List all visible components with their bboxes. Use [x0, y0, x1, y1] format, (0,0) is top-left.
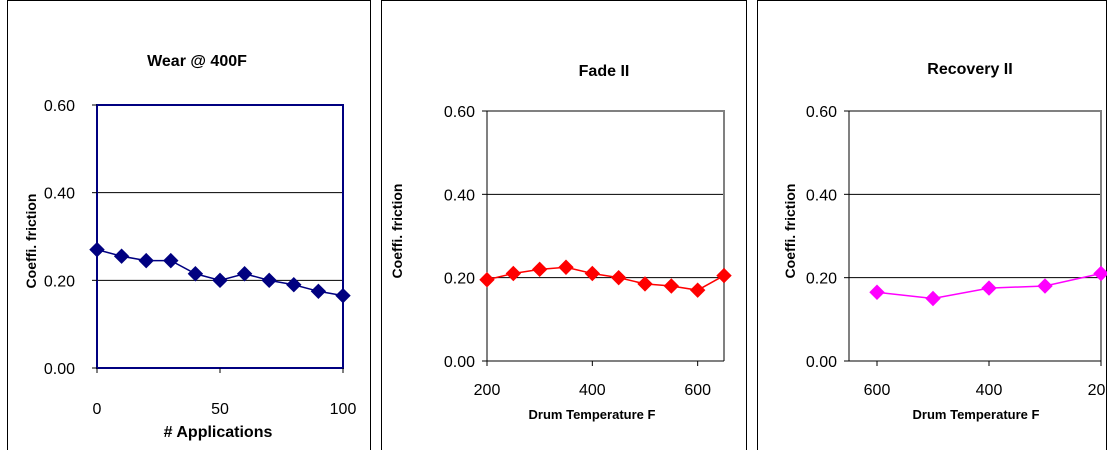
data-point-marker [1093, 265, 1107, 282]
chart-fade: Fade II Coeffi. friction Drum Temperatur… [389, 63, 732, 422]
chart-panel-wear: Wear @ 400F Coeffi. friction # Applicati… [7, 0, 371, 450]
data-point-marker [584, 265, 601, 282]
y-tick-label: 0.20 [44, 273, 75, 290]
chart-title: Fade II [579, 63, 630, 80]
data-point-marker [558, 259, 574, 275]
data-point-marker [163, 252, 179, 269]
y-tick-label: 0.20 [806, 271, 837, 288]
data-point-marker [138, 252, 154, 269]
data-point-marker [479, 272, 495, 288]
data-point-marker [663, 278, 680, 294]
x-tick-label: 400 [976, 382, 1003, 399]
chart-title: Recovery II [927, 61, 1012, 78]
x-tick-label: 400 [579, 382, 606, 399]
data-point-marker [261, 272, 277, 289]
y-tick-label: 0.60 [806, 104, 837, 121]
y-tick-label: 0.00 [444, 354, 475, 371]
plot-frame [849, 110, 1102, 361]
data-point-marker [531, 261, 548, 278]
data-point-marker [335, 287, 351, 304]
chart-panel-fade: Fade II Coeffi. friction Drum Temperatur… [381, 0, 747, 450]
y-tick-label: 0.40 [806, 187, 837, 204]
x-tick-label: 600 [684, 382, 711, 399]
y-tick-label: 0.00 [44, 361, 75, 378]
data-point-marker [310, 283, 327, 299]
y-tick-label: 0.40 [444, 187, 475, 204]
data-point-marker [236, 266, 253, 282]
x-tick-label: 100 [330, 401, 357, 418]
y-tick-label: 0.00 [806, 354, 837, 371]
x-tick-label: 600 [864, 382, 891, 399]
x-axis-label: # Applications [164, 424, 273, 441]
data-point-marker [187, 266, 204, 282]
data-point-marker [286, 277, 302, 293]
plot-frame [96, 104, 344, 369]
data-point-marker [505, 265, 522, 282]
chart-panel-recovery: Recovery II Coeffi. friction Drum Temper… [757, 0, 1107, 450]
y-axis-label: Coeffi. friction [389, 184, 405, 279]
chart-wear: Wear @ 400F Coeffi. friction # Applicati… [23, 53, 357, 441]
x-tick-label: 50 [211, 401, 229, 418]
chart-title: Wear @ 400F [147, 53, 247, 70]
x-tick-label: 0 [93, 401, 102, 418]
plot-frame [487, 110, 725, 361]
data-point-marker [637, 276, 653, 292]
data-point-marker [925, 290, 941, 307]
data-point-marker [689, 282, 706, 298]
data-point-marker [869, 284, 885, 300]
x-tick-label: 200 [1088, 382, 1107, 399]
data-point-marker [1037, 278, 1053, 294]
y-tick-label: 0.20 [444, 271, 475, 288]
data-point-marker [212, 272, 228, 289]
x-axis-label: Drum Temperature F [913, 407, 1040, 422]
data-point-marker [981, 280, 997, 296]
y-tick-label: 0.60 [44, 98, 75, 115]
y-tick-label: 0.40 [44, 186, 75, 203]
data-point-marker [113, 248, 130, 264]
y-axis-label: Coeffi. friction [23, 194, 39, 289]
data-point-marker [610, 269, 627, 286]
data-point-marker [89, 241, 105, 258]
x-axis-label: Drum Temperature F [529, 407, 656, 422]
data-point-marker [716, 267, 732, 284]
y-axis-label: Coeffi. friction [782, 184, 798, 279]
series-line [486, 266, 725, 291]
x-tick-label: 200 [474, 382, 501, 399]
y-tick-label: 0.60 [444, 104, 475, 121]
chart-recovery: Recovery II Coeffi. friction Drum Temper… [782, 61, 1107, 422]
